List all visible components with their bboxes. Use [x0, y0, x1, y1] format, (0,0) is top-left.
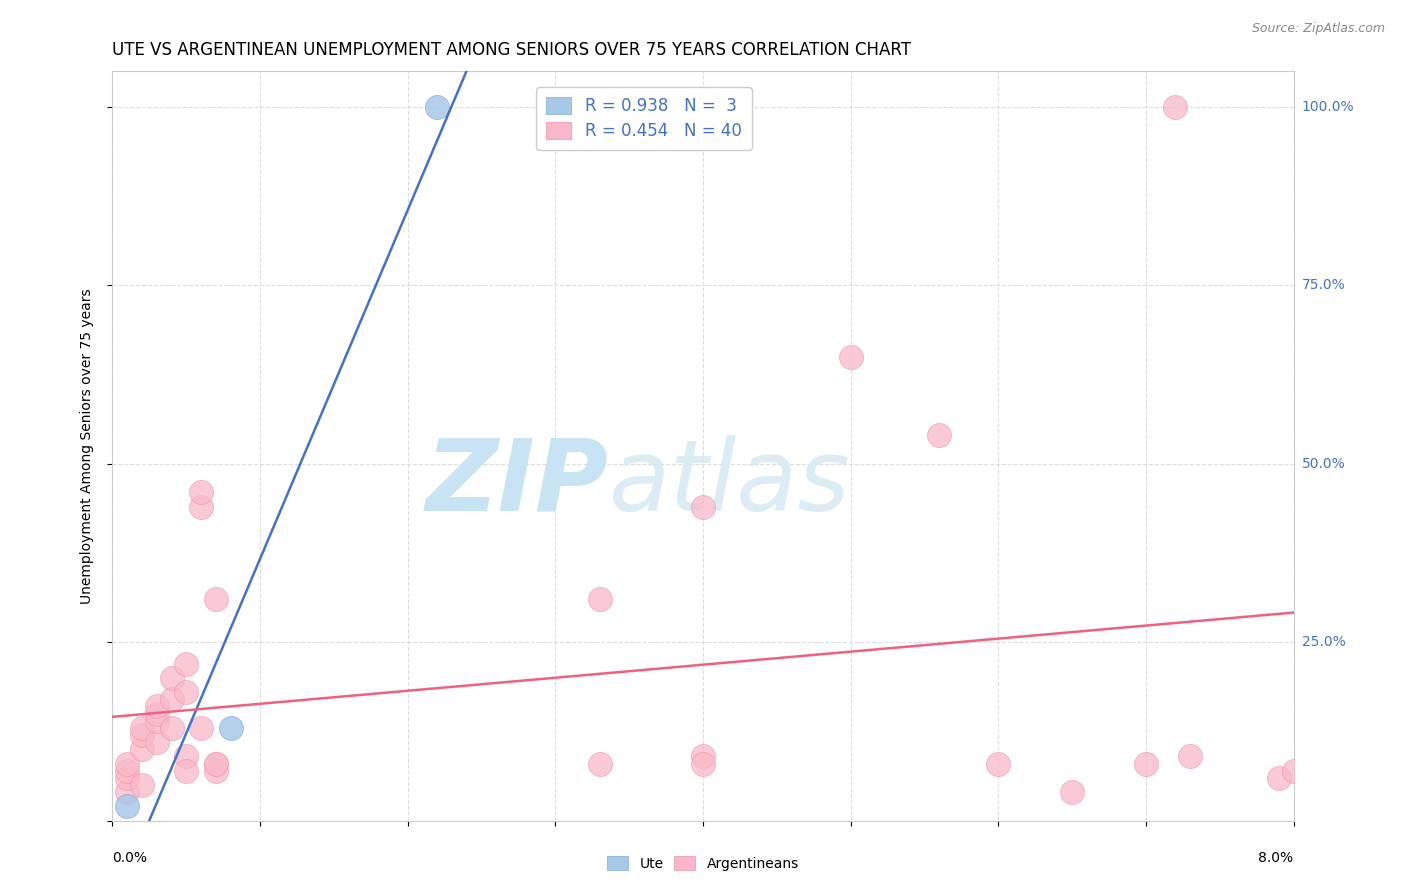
- Point: [160, 671, 183, 685]
- Y-axis label: Unemployment Among Seniors over 75 years: Unemployment Among Seniors over 75 years: [80, 288, 94, 604]
- Point: [928, 428, 950, 442]
- Point: [190, 721, 212, 735]
- Point: [146, 735, 169, 749]
- Point: [692, 749, 714, 764]
- Point: [205, 764, 228, 778]
- Point: [692, 500, 714, 514]
- Text: 25.0%: 25.0%: [1302, 635, 1346, 649]
- Point: [692, 756, 714, 771]
- Legend: Ute, Argentineans: Ute, Argentineans: [602, 850, 804, 876]
- Point: [131, 721, 153, 735]
- Point: [160, 721, 183, 735]
- Text: atlas: atlas: [609, 435, 851, 532]
- Point: [205, 592, 228, 607]
- Point: [146, 699, 169, 714]
- Point: [190, 500, 212, 514]
- Point: [174, 657, 197, 671]
- Point: [190, 485, 212, 500]
- Text: UTE VS ARGENTINEAN UNEMPLOYMENT AMONG SENIORS OVER 75 YEARS CORRELATION CHART: UTE VS ARGENTINEAN UNEMPLOYMENT AMONG SE…: [112, 41, 911, 59]
- Point: [160, 692, 183, 706]
- Point: [131, 728, 153, 742]
- Point: [588, 592, 610, 607]
- Point: [219, 721, 242, 735]
- Point: [426, 100, 449, 114]
- Point: [1062, 785, 1084, 799]
- Point: [174, 764, 197, 778]
- Point: [131, 742, 153, 756]
- Text: ZIP: ZIP: [426, 435, 609, 532]
- Point: [1282, 764, 1305, 778]
- Point: [146, 706, 169, 721]
- Point: [174, 749, 197, 764]
- Point: [131, 778, 153, 792]
- Legend: R = 0.938   N =  3, R = 0.454   N = 40: R = 0.938 N = 3, R = 0.454 N = 40: [536, 87, 752, 150]
- Text: 75.0%: 75.0%: [1302, 278, 1346, 293]
- Point: [205, 756, 228, 771]
- Point: [839, 350, 862, 364]
- Text: 100.0%: 100.0%: [1302, 100, 1354, 114]
- Text: 8.0%: 8.0%: [1258, 851, 1294, 865]
- Point: [117, 756, 138, 771]
- Point: [205, 756, 228, 771]
- Text: 50.0%: 50.0%: [1302, 457, 1346, 471]
- Point: [987, 756, 1010, 771]
- Point: [117, 771, 138, 785]
- Point: [588, 756, 610, 771]
- Point: [1268, 771, 1291, 785]
- Point: [117, 764, 138, 778]
- Point: [117, 799, 138, 814]
- Point: [1178, 749, 1201, 764]
- Point: [1135, 756, 1157, 771]
- Point: [1164, 100, 1187, 114]
- Point: [146, 714, 169, 728]
- Text: 0.0%: 0.0%: [112, 851, 148, 865]
- Text: Source: ZipAtlas.com: Source: ZipAtlas.com: [1251, 22, 1385, 36]
- Point: [117, 785, 138, 799]
- Point: [174, 685, 197, 699]
